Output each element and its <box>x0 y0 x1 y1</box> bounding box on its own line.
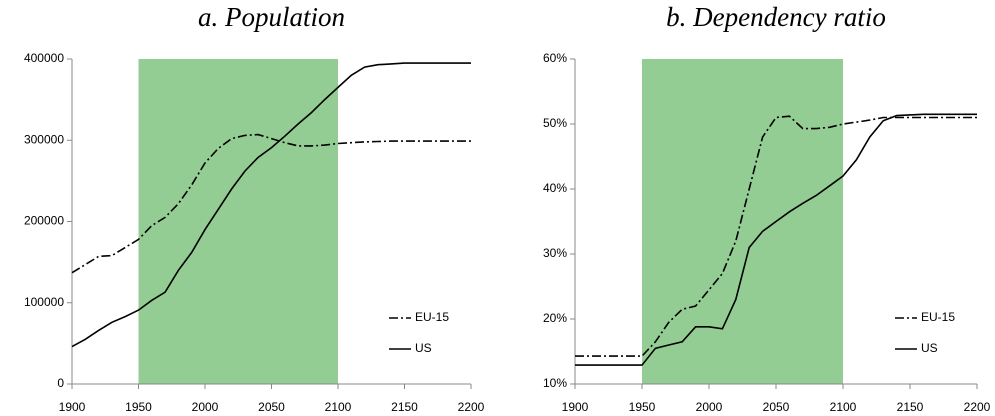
y-tick-label: 10% <box>543 376 567 390</box>
x-tick-label: 2100 <box>325 400 352 414</box>
x-tick-label: 2100 <box>830 400 857 414</box>
legend-label: EU-15 <box>415 310 449 324</box>
y-tick-label: 200000 <box>24 214 64 228</box>
highlight-band <box>642 59 843 384</box>
y-tick-label: 50% <box>543 116 567 130</box>
legend-label: US <box>415 341 432 355</box>
x-tick-label: 1950 <box>629 400 656 414</box>
x-tick-label: 2000 <box>192 400 219 414</box>
y-tick-label: 300000 <box>24 132 64 146</box>
x-tick-label: 2200 <box>964 400 991 414</box>
y-tick-label: 400000 <box>24 51 64 65</box>
x-tick-label: 1900 <box>59 400 86 414</box>
y-tick-label: 20% <box>543 311 567 325</box>
x-tick-label: 2150 <box>391 400 418 414</box>
legend-label: EU-15 <box>921 310 955 324</box>
x-tick-label: 2050 <box>258 400 285 414</box>
y-tick-label: 30% <box>543 246 567 260</box>
series-line <box>71 62 471 348</box>
y-tick-label: 40% <box>543 181 567 195</box>
x-tick-label: 2200 <box>458 400 485 414</box>
highlight-band <box>138 59 338 384</box>
chart-title: a. Population <box>198 2 345 32</box>
series-line <box>575 113 977 366</box>
x-tick-label: 2150 <box>897 400 924 414</box>
x-tick-label: 2050 <box>763 400 790 414</box>
legend-label: US <box>921 341 938 355</box>
y-tick-label: 60% <box>543 51 567 65</box>
series-line <box>71 133 471 274</box>
y-tick-label: 100000 <box>24 295 64 309</box>
x-tick-label: 1950 <box>125 400 152 414</box>
x-tick-label: 2000 <box>696 400 723 414</box>
chart-title: b. Dependency ratio <box>666 2 886 32</box>
x-tick-label: 1900 <box>562 400 589 414</box>
y-tick-label: 0 <box>57 376 64 390</box>
